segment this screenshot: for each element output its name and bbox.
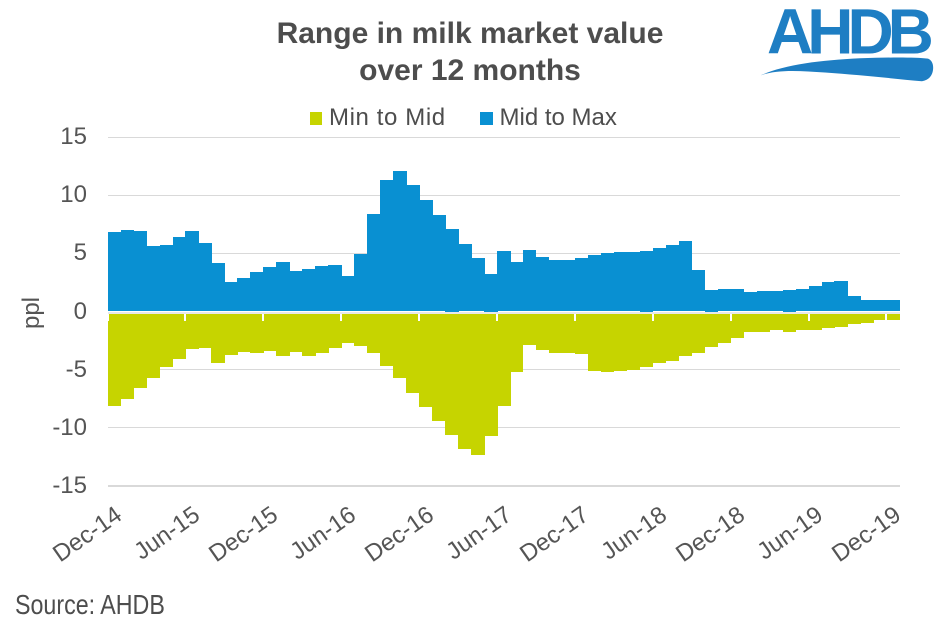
svg-text:AHDB: AHDB bbox=[767, 0, 932, 68]
